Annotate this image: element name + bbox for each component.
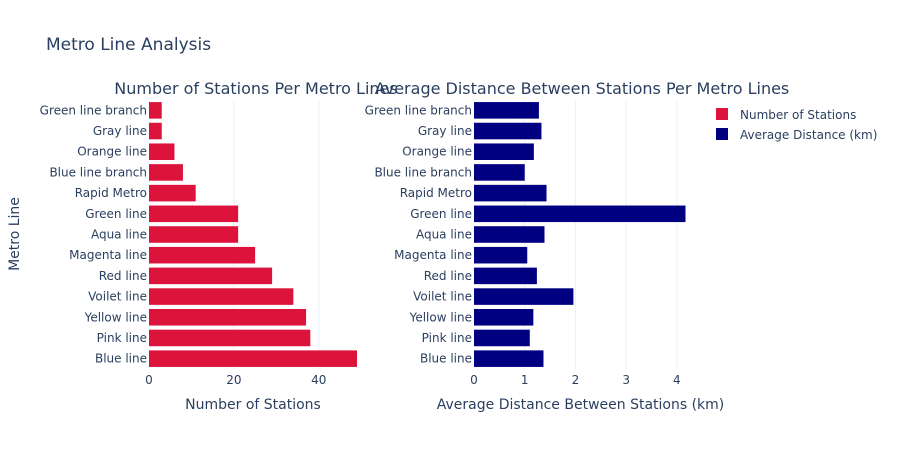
distance-category-label: Magenta line	[394, 248, 472, 262]
distance-subplot-title: Average Distance Between Stations Per Me…	[375, 79, 790, 98]
stations-subplot-title: Number of Stations Per Metro Lines	[114, 79, 397, 98]
distance-x-tick-label: 3	[622, 373, 630, 387]
legend-swatch-stations	[716, 108, 728, 120]
distance-category-label: Green line	[410, 207, 472, 221]
distance-category-label: Orange line	[402, 145, 472, 159]
stations-bar[interactable]	[149, 102, 162, 119]
stations-category-label: Orange line	[77, 145, 147, 159]
distance-bar[interactable]	[474, 164, 525, 181]
distance-x-tick-label: 0	[470, 373, 478, 387]
stations-bar[interactable]	[149, 288, 294, 305]
distance-bar[interactable]	[474, 226, 545, 243]
stations-bar[interactable]	[149, 246, 256, 264]
stations-category-label: Red line	[99, 269, 147, 283]
legend-swatch-distance	[716, 128, 728, 140]
stations-bar[interactable]	[149, 184, 196, 202]
stations-category-label: Green line	[85, 207, 147, 221]
stations-x-tick-label: 0	[145, 373, 153, 387]
stations-category-label: Aqua line	[91, 228, 147, 242]
stations-bar[interactable]	[149, 143, 175, 161]
stations-bar[interactable]	[149, 308, 307, 326]
distance-x-tick-label: 2	[572, 373, 580, 387]
legend-item-stations[interactable]: Number of Stations	[716, 108, 856, 122]
stations-bar[interactable]	[149, 350, 357, 367]
legend-label-stations: Number of Stations	[740, 108, 856, 122]
stations-category-label: Blue line branch	[49, 165, 147, 179]
distance-bar[interactable]	[474, 143, 534, 161]
distance-bar[interactable]	[474, 205, 686, 223]
distance-category-label: Blue line	[420, 352, 472, 366]
distance-bar[interactable]	[474, 288, 574, 305]
chart-main-title: Metro Line Analysis	[46, 35, 211, 55]
stations-bar[interactable]	[149, 205, 239, 223]
distance-category-label: Gray line	[418, 124, 472, 138]
legend-item-distance[interactable]: Average Distance (km)	[716, 128, 877, 142]
distance-bar[interactable]	[474, 184, 547, 202]
stations-category-label: Gray line	[93, 124, 147, 138]
distance-category-label: Red line	[424, 269, 472, 283]
stations-category-label: Magenta line	[69, 248, 147, 262]
distance-category-label: Rapid Metro	[400, 186, 472, 200]
stations-x-tick-label: 40	[311, 373, 326, 387]
distance-bar[interactable]	[474, 246, 528, 264]
stations-category-label: Pink line	[97, 331, 147, 345]
distance-x-tick-label: 4	[673, 373, 681, 387]
distance-bar[interactable]	[474, 329, 530, 347]
distance-bar[interactable]	[474, 267, 537, 285]
stations-category-label: Rapid Metro	[75, 186, 147, 200]
distance-x-axis-title: Average Distance Between Stations (km)	[437, 397, 725, 413]
y-axis-title: Metro Line	[7, 197, 23, 271]
stations-x-tick-label: 20	[226, 373, 241, 387]
stations-bar[interactable]	[149, 329, 311, 347]
distance-x-tick-label: 1	[521, 373, 529, 387]
stations-category-label: Blue line	[95, 352, 147, 366]
legend-label-distance: Average Distance (km)	[740, 128, 877, 142]
stations-bar[interactable]	[149, 122, 162, 140]
stations-x-axis-title: Number of Stations	[185, 397, 321, 413]
stations-bar[interactable]	[149, 226, 239, 243]
stations-category-label: Green line branch	[40, 103, 147, 117]
distance-bar[interactable]	[474, 350, 544, 367]
distance-bar[interactable]	[474, 308, 534, 326]
distance-category-label: Voilet line	[413, 290, 472, 304]
stations-bar[interactable]	[149, 164, 183, 181]
distance-category-label: Aqua line	[416, 228, 472, 242]
distance-category-label: Green line branch	[365, 103, 472, 117]
distance-category-label: Yellow line	[409, 310, 472, 324]
stations-bar[interactable]	[149, 267, 273, 285]
stations-category-label: Yellow line	[84, 310, 147, 324]
panel-distance: Blue line Pink line Yellow line Voilet line…	[365, 79, 790, 413]
legend[interactable]: Number of Stations Average Distance (km)	[716, 108, 877, 142]
panel-stations: Blue line Pink line Yellow line Voilet line…	[40, 79, 398, 413]
stations-category-label: Voilet line	[88, 290, 147, 304]
distance-category-label: Blue line branch	[374, 165, 472, 179]
distance-category-label: Pink line	[422, 331, 472, 345]
distance-bar[interactable]	[474, 122, 542, 140]
distance-bar[interactable]	[474, 102, 539, 119]
